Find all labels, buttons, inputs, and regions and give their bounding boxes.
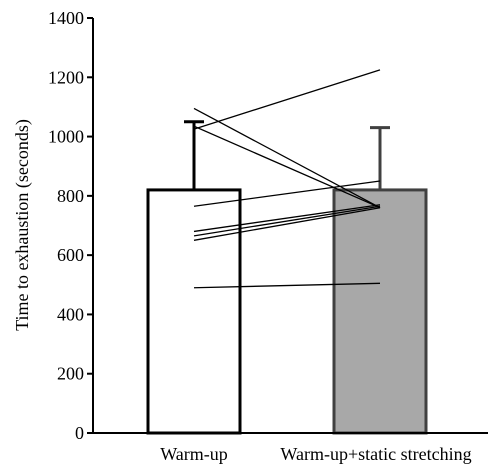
individual-line-1 [193,107,381,209]
axes-layer: 0 200 400 600 800 1000 1200 1400 Warm-up Warm-up+… [48,8,488,464]
individual-line-3 [193,69,381,130]
y-tick-label-200: 200 [57,364,84,384]
y-tick-label-600: 600 [57,245,84,265]
y-axis-title: Time to exhaustion (seconds) [12,119,33,331]
error-bars-layer [184,120,390,190]
individual-line-7 [193,207,381,241]
individual-line-4 [193,180,381,207]
individual-lines-layer [193,69,381,289]
y-tick-label-0: 0 [75,423,84,443]
individual-line-5 [193,204,381,233]
bars-layer [146,188,428,435]
x-category-label-2: Warm-up+static stretching [280,444,471,464]
y-tick-label-1000: 1000 [48,127,84,147]
individual-line-8 [193,282,381,289]
y-tick-label-1400: 1400 [48,8,84,28]
y-tick-label-1200: 1200 [48,67,84,87]
individual-line-6 [193,205,381,237]
bar-2 [332,188,428,435]
y-tick-label-400: 400 [57,304,84,324]
y-tick-label-800: 800 [57,186,84,206]
individual-line-2 [193,125,381,209]
x-category-label-1: Warm-up [160,444,228,464]
